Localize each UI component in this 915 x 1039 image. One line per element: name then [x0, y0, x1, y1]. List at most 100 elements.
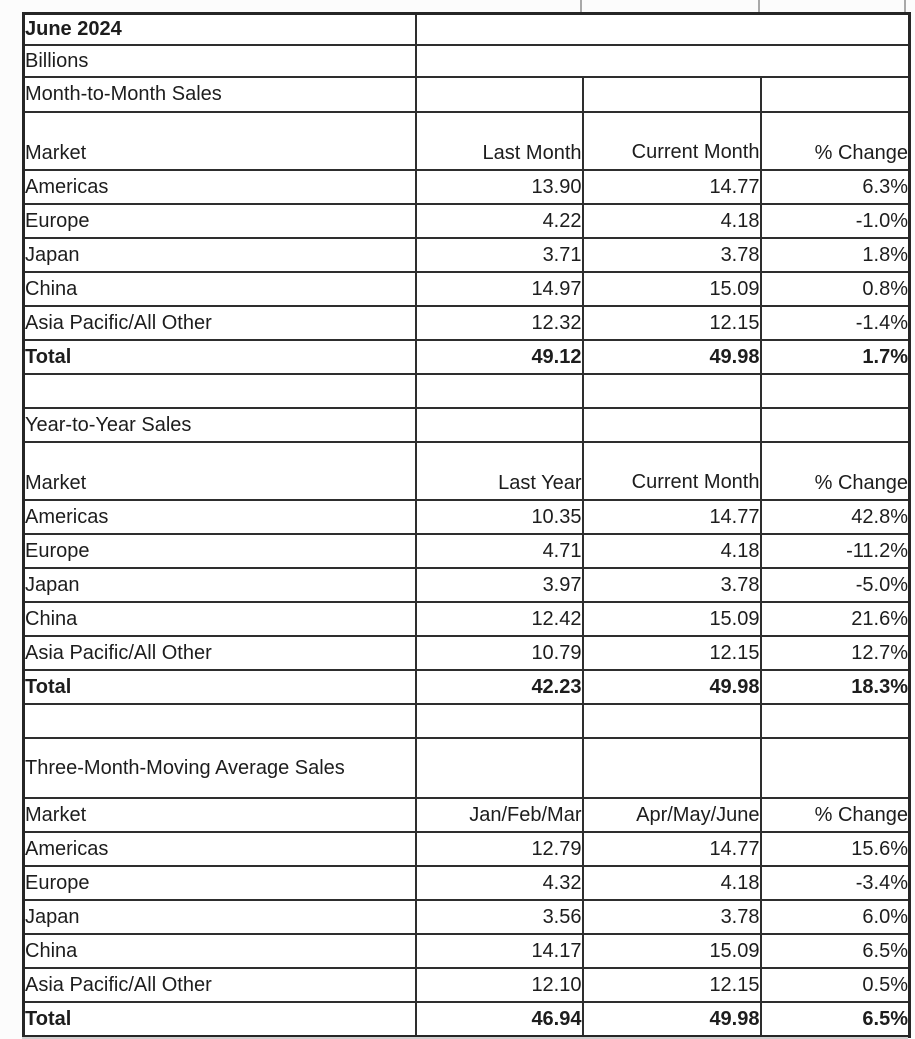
pct-change-cell: 42.8%: [759, 498, 911, 535]
prev-value-cell: 4.32: [414, 864, 584, 901]
table-row: Europe 4.32 4.18 -3.4%: [22, 864, 911, 901]
table-row: China 12.42 15.09 21.6%: [22, 600, 911, 637]
section-year-to-year-sales: Year-to-Year Sales Market Last Year Curr…: [22, 406, 911, 739]
table-row: Europe 4.22 4.18 -1.0%: [22, 202, 911, 239]
market-cell: China: [22, 600, 417, 637]
empty-cell: [414, 372, 584, 409]
table-row: Japan 3.56 3.78 6.0%: [22, 898, 911, 935]
table-row: Americas 13.90 14.77 6.3%: [22, 168, 911, 205]
total-prev-cell: 46.94: [414, 1000, 584, 1038]
pct-change-cell: 0.8%: [759, 270, 911, 307]
empty-cell: [414, 43, 911, 78]
table-bottom-shadow: [22, 1037, 908, 1039]
total-prev-cell: 49.12: [414, 338, 584, 375]
market-cell: Europe: [22, 532, 417, 569]
table-row: Europe 4.71 4.18 -11.2%: [22, 532, 911, 569]
table-row: Americas 10.35 14.77 42.8%: [22, 498, 911, 535]
table-row: China 14.17 15.09 6.5%: [22, 932, 911, 969]
market-cell: Europe: [22, 202, 417, 239]
section-three-month-moving-average-sales: Three-Month-Moving Average Sales Market …: [22, 736, 911, 1038]
col-header-pct-change: % Change: [759, 440, 911, 501]
pct-change-cell: 15.6%: [759, 830, 911, 867]
current-value-cell: 14.77: [581, 830, 762, 867]
market-cell: China: [22, 270, 417, 307]
section-title: Three-Month-Moving Average Sales: [22, 736, 417, 799]
current-value-cell: 4.18: [581, 532, 762, 569]
empty-cell: [414, 406, 584, 443]
pct-change-cell: 21.6%: [759, 600, 911, 637]
market-cell: Japan: [22, 236, 417, 273]
pct-change-cell: 6.3%: [759, 168, 911, 205]
pct-change-cell: -3.4%: [759, 864, 911, 901]
pct-change-cell: -1.0%: [759, 202, 911, 239]
empty-cell: [581, 406, 762, 443]
total-pct-cell: 1.7%: [759, 338, 911, 375]
total-row: Total 49.12 49.98 1.7%: [22, 338, 911, 375]
col-header-current-period: Current Month: [581, 440, 762, 501]
prev-value-cell: 12.79: [414, 830, 584, 867]
section-title-row: Year-to-Year Sales: [22, 406, 911, 443]
current-value-cell: 15.09: [581, 270, 762, 307]
empty-cell: [414, 75, 584, 113]
current-value-cell: 12.15: [581, 634, 762, 671]
section-title: Month-to-Month Sales: [22, 75, 417, 113]
report-header-section: June 2024 Billions: [22, 12, 911, 78]
current-value-cell: 14.77: [581, 168, 762, 205]
prev-value-cell: 3.97: [414, 566, 584, 603]
empty-cell: [22, 702, 417, 739]
total-prev-cell: 42.23: [414, 668, 584, 705]
current-value-cell: 3.78: [581, 898, 762, 935]
total-pct-cell: 6.5%: [759, 1000, 911, 1038]
section-month-to-month-sales: Month-to-Month Sales Market Last Month C…: [22, 75, 911, 409]
units-label: Billions: [22, 43, 417, 78]
empty-cell: [759, 75, 911, 113]
total-label-cell: Total: [22, 668, 417, 705]
empty-cell: [759, 406, 911, 443]
pct-change-cell: 0.5%: [759, 966, 911, 1003]
section-title: Year-to-Year Sales: [22, 406, 417, 443]
col-header-pct-change: % Change: [759, 110, 911, 171]
col-header-current-period: Current Month: [581, 110, 762, 171]
grid-stub-top-1: [580, 0, 582, 13]
spacer-row: [22, 372, 911, 409]
pct-change-cell: -11.2%: [759, 532, 911, 569]
col-header-prev-period: Last Month: [414, 110, 584, 171]
empty-cell: [581, 736, 762, 799]
current-value-cell: 15.09: [581, 600, 762, 637]
total-pct-cell: 18.3%: [759, 668, 911, 705]
current-value-cell: 12.15: [581, 966, 762, 1003]
current-value-cell: 4.18: [581, 864, 762, 901]
pct-change-cell: 6.0%: [759, 898, 911, 935]
total-row: Total 46.94 49.98 6.5%: [22, 1000, 911, 1038]
grid-stub-top-3: [904, 0, 906, 13]
pct-change-cell: 12.7%: [759, 634, 911, 671]
column-header-row: Market Last Month Current Month % Change: [22, 110, 911, 171]
market-cell: Americas: [22, 830, 417, 867]
empty-cell: [414, 736, 584, 799]
section-title-row: Three-Month-Moving Average Sales: [22, 736, 911, 799]
col-header-market: Market: [22, 796, 417, 833]
prev-value-cell: 14.17: [414, 932, 584, 969]
pct-change-cell: 1.8%: [759, 236, 911, 273]
col-header-market: Market: [22, 440, 417, 501]
total-row: Total 42.23 49.98 18.3%: [22, 668, 911, 705]
market-cell: Asia Pacific/All Other: [22, 966, 417, 1003]
table-row: Japan 3.71 3.78 1.8%: [22, 236, 911, 273]
units-row: Billions: [22, 43, 911, 78]
market-cell: Europe: [22, 864, 417, 901]
current-value-cell: 15.09: [581, 932, 762, 969]
current-value-cell: 3.78: [581, 566, 762, 603]
table-row: Asia Pacific/All Other 12.10 12.15 0.5%: [22, 966, 911, 1003]
pct-change-cell: -1.4%: [759, 304, 911, 341]
market-cell: Japan: [22, 898, 417, 935]
empty-cell: [581, 75, 762, 113]
empty-cell: [581, 702, 762, 739]
col-header-market: Market: [22, 110, 417, 171]
col-header-current-period: Apr/May/June: [581, 796, 762, 833]
table-row: Japan 3.97 3.78 -5.0%: [22, 566, 911, 603]
column-header-row: Market Last Year Current Month % Change: [22, 440, 911, 501]
pct-change-cell: 6.5%: [759, 932, 911, 969]
prev-value-cell: 12.42: [414, 600, 584, 637]
empty-cell: [22, 372, 417, 409]
